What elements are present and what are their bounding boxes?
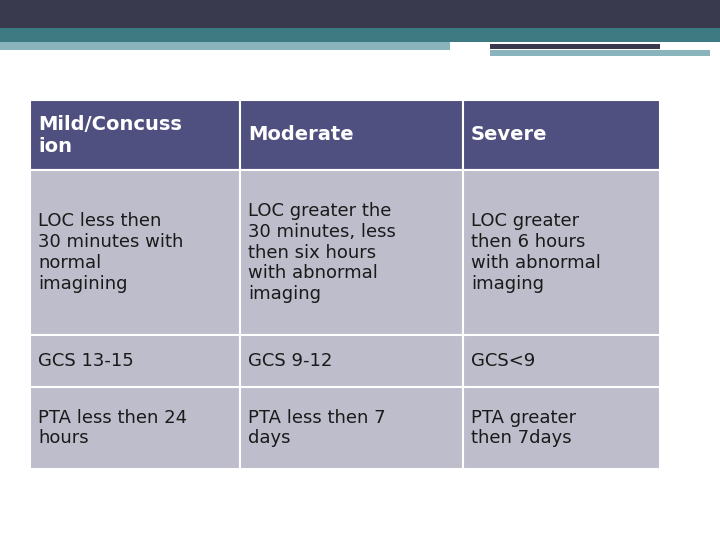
Text: PTA greater
then 7days: PTA greater then 7days (471, 409, 576, 448)
Bar (490, 50, 710, 56)
Text: GCS<9: GCS<9 (471, 352, 535, 370)
Bar (30, 387, 240, 469)
Text: PTA less then 24
hours: PTA less then 24 hours (38, 409, 187, 448)
Text: LOC greater
then 6 hours
with abnormal
imaging: LOC greater then 6 hours with abnormal i… (471, 212, 600, 293)
Bar (30, 170, 240, 335)
Text: Mild/Concuss
ion: Mild/Concuss ion (38, 114, 182, 156)
Text: GCS 13-15: GCS 13-15 (38, 352, 134, 370)
Bar (463, 335, 660, 387)
Text: LOC greater the
30 minutes, less
then six hours
with abnormal
imaging: LOC greater the 30 minutes, less then si… (248, 202, 396, 303)
Bar (463, 387, 660, 469)
Text: LOC less then
30 minutes with
normal
imagining: LOC less then 30 minutes with normal ima… (38, 212, 184, 293)
Text: PTA less then 7
days: PTA less then 7 days (248, 409, 385, 448)
Text: Moderate: Moderate (248, 125, 354, 145)
Bar (240, 170, 463, 335)
Bar (463, 170, 660, 335)
Bar (450, 28, 720, 42)
Bar (0, 42, 450, 50)
Bar (240, 100, 463, 170)
Bar (30, 100, 240, 170)
Bar (463, 100, 660, 170)
Bar (0, 0, 720, 28)
Bar (0, 28, 720, 42)
Text: Severe: Severe (471, 125, 547, 145)
Bar (240, 387, 463, 469)
Bar (30, 335, 240, 387)
Bar (490, 44, 660, 49)
Bar (240, 335, 463, 387)
Text: GCS 9-12: GCS 9-12 (248, 352, 332, 370)
